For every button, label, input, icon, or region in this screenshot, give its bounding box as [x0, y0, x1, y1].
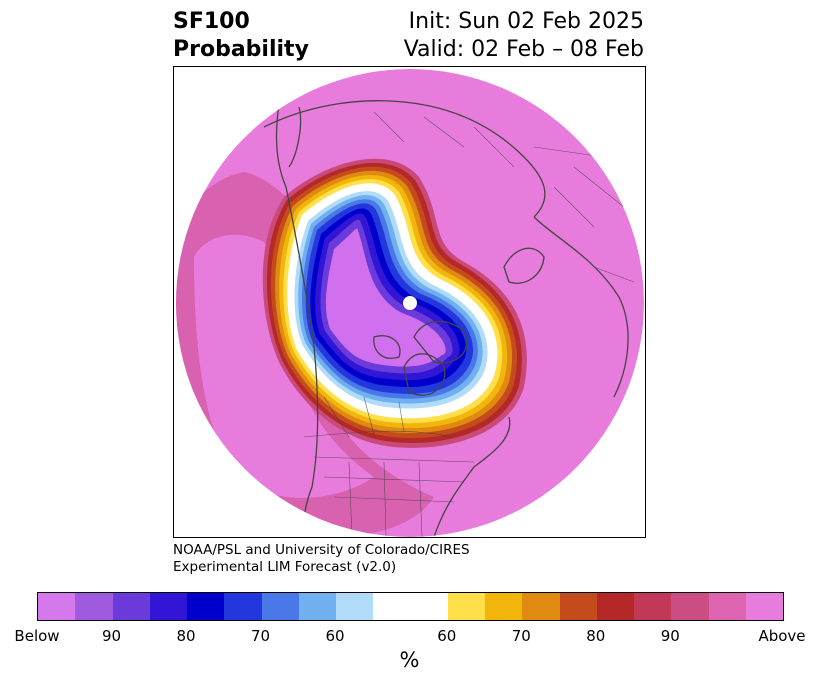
- coastline-north-america-west: [275, 69, 319, 537]
- colorbar-cell: [373, 593, 448, 620]
- credit-text: NOAA/PSL and University of Colorado/CIRE…: [173, 542, 470, 576]
- border-canada-provinces: [323, 396, 405, 438]
- valid-dates: Valid: 02 Feb – 08 Feb: [403, 37, 644, 62]
- coastline-hudson-bay: [403, 353, 446, 396]
- colorbar-cell: [559, 593, 597, 620]
- colorbar-cell: [298, 593, 336, 620]
- coastline-north-america-east: [433, 416, 511, 537]
- colorbar-cell: [447, 593, 485, 620]
- colorbar-cell: [149, 593, 187, 620]
- colorbar-cell: [187, 593, 225, 620]
- coastline-europe: [533, 216, 629, 398]
- colorbar-tick-label: 70: [511, 627, 531, 645]
- forecast-dates: Init: Sun 02 Feb 2025 Valid: 02 Feb – 08…: [404, 8, 644, 64]
- colorbar-tick-label: 60: [437, 627, 457, 645]
- coastline-scandinavia: [503, 247, 545, 284]
- polar-map-svg: [176, 69, 644, 537]
- border-eurasia-2: [373, 111, 515, 168]
- colorbar-unit: %: [399, 648, 420, 672]
- map-title: SF100 Probability: [173, 8, 309, 64]
- coastline-japan: [288, 106, 302, 168]
- coastline-greenland: [413, 320, 468, 364]
- colorbar-cell: [112, 593, 150, 620]
- colorbar-cell: [261, 593, 299, 620]
- colorbar-tick-label: 60: [325, 627, 345, 645]
- colorbar-cell: [634, 593, 672, 620]
- title-line-1: SF100: [173, 9, 250, 34]
- colorbar-cell: [485, 593, 523, 620]
- colorbar-cell: [671, 593, 709, 620]
- credit-line-1: NOAA/PSL and University of Colorado/CIRE…: [173, 542, 470, 558]
- colorbar-tick-label: Below: [14, 627, 60, 645]
- colorbar-ticks: Below 90 80 70 60 60 70 80 90 Above: [14, 627, 805, 647]
- credit-line-2: Experimental LIM Forecast (v2.0): [173, 559, 397, 575]
- probability-map: [173, 66, 646, 538]
- colorbar-cell: [336, 593, 374, 620]
- colorbar-tick-label: 70: [250, 627, 271, 645]
- colorbar-tick-label: Above: [758, 627, 806, 645]
- border-eurasia-1: [533, 146, 635, 283]
- colorbar-tick-label: 80: [176, 627, 196, 645]
- vortex-core: [325, 228, 446, 367]
- colorbar-cell: [596, 593, 634, 620]
- colorbar: [37, 592, 784, 621]
- colorbar-tick-label: 80: [586, 627, 606, 645]
- colorbar-tick-label: 90: [660, 627, 680, 645]
- border-us-states-1: [313, 456, 475, 537]
- coastline-arctic-islands: [373, 335, 401, 359]
- colorbar-cell: [75, 593, 113, 620]
- border-us-canada: [303, 430, 455, 438]
- colorbar-cell: [224, 593, 262, 620]
- pole-hole: [403, 296, 417, 310]
- colorbar-tick-label: 90: [101, 627, 122, 645]
- colorbar-cell: [745, 593, 783, 620]
- colorbar-cell: [38, 593, 76, 620]
- coastline-asia: [263, 100, 546, 218]
- colorbar-cell: [522, 593, 560, 620]
- title-line-2: Probability: [173, 37, 309, 62]
- init-date: Init: Sun 02 Feb 2025: [408, 9, 644, 34]
- colorbar-cell: [708, 593, 746, 620]
